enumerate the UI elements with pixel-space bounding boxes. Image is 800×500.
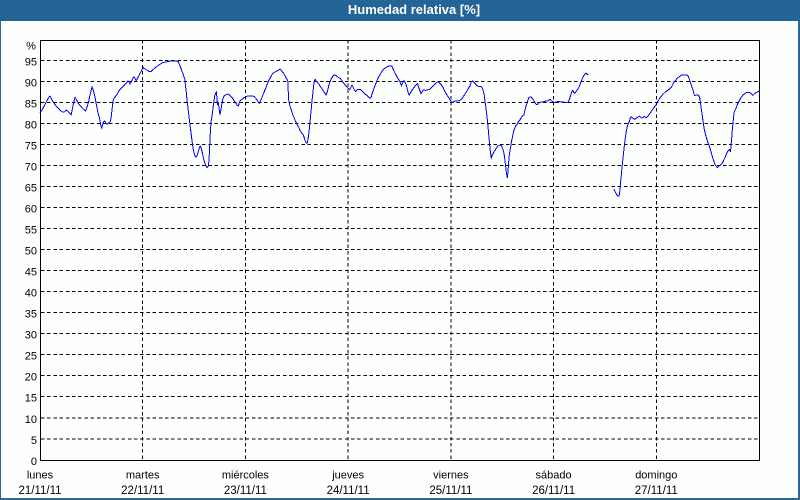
svg-text:sábado: sábado (536, 470, 572, 482)
svg-text:40: 40 (25, 288, 37, 300)
svg-text:5: 5 (31, 435, 37, 447)
svg-text:95: 95 (25, 56, 37, 68)
svg-text:viernes: viernes (433, 470, 469, 482)
svg-text:26/11/11: 26/11/11 (532, 485, 575, 497)
svg-text:35: 35 (25, 309, 37, 321)
svg-text:miércoles: miércoles (222, 470, 270, 482)
svg-text:0: 0 (31, 456, 37, 468)
svg-text:50: 50 (25, 246, 37, 258)
svg-text:lunes: lunes (27, 470, 54, 482)
svg-text:20: 20 (25, 372, 37, 384)
svg-text:70: 70 (25, 162, 37, 174)
svg-text:%: % (26, 41, 36, 53)
svg-text:30: 30 (25, 330, 37, 342)
svg-text:martes: martes (126, 470, 160, 482)
svg-text:45: 45 (25, 267, 37, 279)
svg-text:80: 80 (25, 120, 37, 132)
svg-text:90: 90 (25, 77, 37, 89)
svg-text:27/11/11: 27/11/11 (635, 485, 678, 497)
svg-text:75: 75 (25, 141, 37, 153)
svg-text:23/11/11: 23/11/11 (224, 485, 267, 497)
svg-text:25: 25 (25, 351, 37, 363)
svg-text:85: 85 (25, 99, 37, 111)
svg-text:jueves: jueves (331, 470, 364, 482)
svg-text:60: 60 (25, 204, 37, 216)
svg-text:65: 65 (25, 183, 37, 195)
svg-text:22/11/11: 22/11/11 (121, 485, 164, 497)
svg-text:55: 55 (25, 225, 37, 237)
svg-text:domingo: domingo (635, 470, 677, 482)
svg-text:21/11/11: 21/11/11 (18, 485, 61, 497)
svg-text:25/11/11: 25/11/11 (429, 485, 472, 497)
svg-text:15: 15 (25, 393, 37, 405)
svg-text:10: 10 (25, 414, 37, 426)
svg-text:24/11/11: 24/11/11 (327, 485, 370, 497)
